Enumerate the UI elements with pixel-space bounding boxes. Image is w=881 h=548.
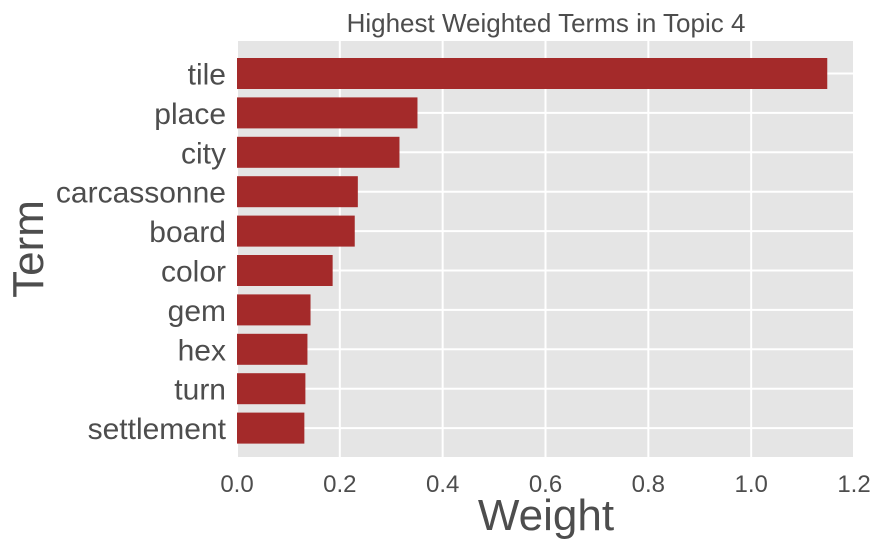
bars	[237, 58, 828, 444]
bar-settlement	[237, 412, 305, 444]
category-label: hex	[178, 334, 226, 367]
category-label: turn	[174, 374, 226, 407]
category-label: color	[161, 256, 226, 289]
x-tick-label: 0.4	[426, 471, 459, 498]
category-label: city	[181, 137, 226, 170]
x-tick-label: 0.8	[632, 471, 665, 498]
category-label: board	[149, 216, 226, 249]
bar-tile	[237, 58, 828, 89]
x-tick-labels: 0.0 0.2 0.4 0.6 0.8 1.0 1.2	[220, 471, 870, 498]
bar-color	[237, 255, 333, 286]
x-tick-label: 1.0	[734, 471, 767, 498]
x-tick-label: 0.6	[529, 471, 562, 498]
chart-title: Highest Weighted Terms in Topic 4	[347, 8, 746, 38]
x-tick-label: 0.0	[220, 471, 253, 498]
x-tick-label: 1.2	[837, 471, 870, 498]
bar-turn	[237, 373, 306, 405]
category-label: tile	[188, 59, 226, 92]
x-axis-label: Weight	[478, 491, 614, 540]
category-label: settlement	[88, 413, 227, 446]
category-label: gem	[168, 295, 226, 328]
bar-board	[237, 215, 355, 247]
bar-place	[237, 97, 418, 129]
category-labels: tile place city carcassonne board color gem hex…	[56, 59, 227, 447]
y-axis-label: Term	[4, 200, 53, 298]
bar-hex	[237, 333, 308, 365]
x-tick-label: 0.2	[323, 471, 356, 498]
category-label: carcassonne	[56, 177, 226, 210]
category-label: place	[154, 98, 226, 131]
bar-city	[237, 136, 400, 168]
bar-gem	[237, 294, 311, 326]
bar-carcassonne	[237, 176, 358, 208]
